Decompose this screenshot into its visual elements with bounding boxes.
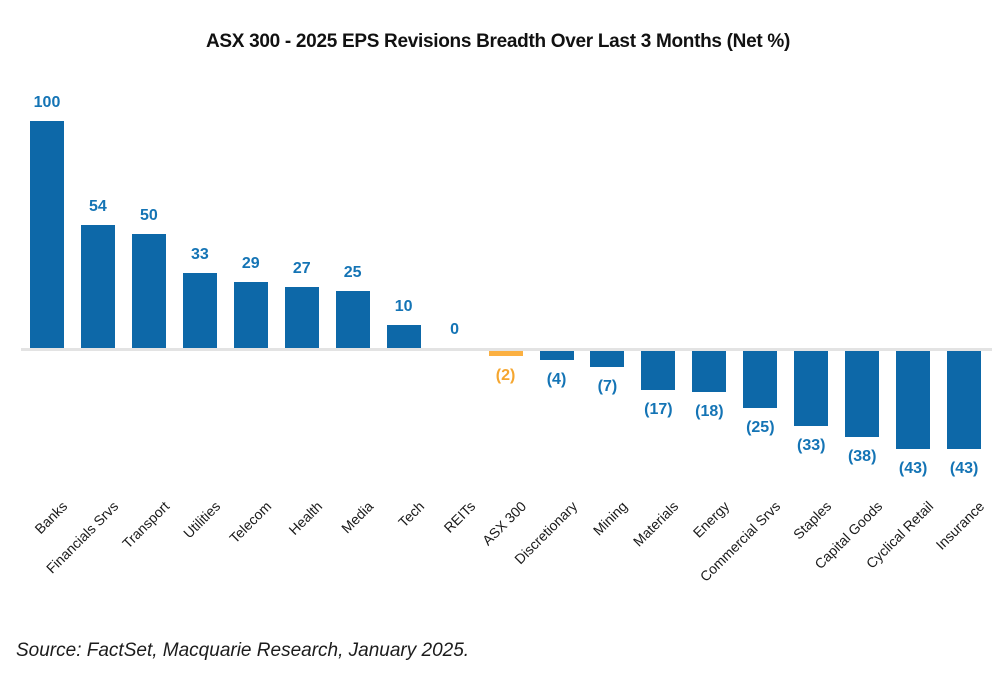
bar-telecom (233, 282, 268, 348)
bar-materials (641, 351, 676, 390)
source-note: Source: FactSet, Macquarie Research, Jan… (16, 640, 470, 661)
value-label-reits: 0 (450, 321, 460, 338)
value-label-financials-srvs: 54 (89, 198, 107, 215)
bar-mining (590, 351, 625, 367)
value-label-utilities: 33 (190, 246, 209, 263)
bar-utilities (182, 273, 217, 348)
bar-energy (692, 351, 727, 392)
value-label-banks: 100 (33, 94, 61, 111)
value-label-mining: (7) (597, 378, 618, 395)
bar-transport (131, 234, 166, 348)
value-label-commercial-srvs: (25) (746, 419, 775, 436)
value-label-materials: (17) (644, 401, 673, 418)
bar-staples (794, 351, 829, 426)
value-label-telecom: 29 (241, 255, 260, 272)
value-label-capital-goods: (38) (847, 448, 877, 465)
value-label-insurance: (43) (949, 460, 979, 477)
bar-cyclical-retail (896, 351, 931, 449)
value-label-tech: 10 (394, 298, 413, 315)
value-label-health: 27 (292, 260, 311, 277)
value-label-energy: (18) (695, 403, 724, 420)
x-axis-line (21, 348, 992, 351)
value-label-discretionary: (4) (546, 371, 567, 388)
chart-title: ASX 300 - 2025 EPS Revisions Breadth Ove… (205, 31, 791, 52)
bar-insurance (947, 351, 982, 449)
bar-discretionary (539, 351, 574, 360)
value-label-staples: (33) (797, 437, 826, 454)
bar-banks (30, 121, 64, 348)
bar-capital-goods (845, 351, 880, 437)
bar-health (284, 287, 319, 348)
bar-tech (386, 325, 421, 348)
bar-asx-300 (488, 351, 523, 356)
value-label-cyclical-retail: (43) (898, 460, 928, 477)
value-label-transport: 50 (139, 207, 158, 224)
value-label-asx-300: (2) (495, 367, 516, 384)
bar-media (335, 291, 370, 348)
bar-commercial-srvs (743, 351, 778, 408)
value-label-media: 25 (343, 264, 362, 281)
bar-financials-srvs (80, 225, 115, 348)
